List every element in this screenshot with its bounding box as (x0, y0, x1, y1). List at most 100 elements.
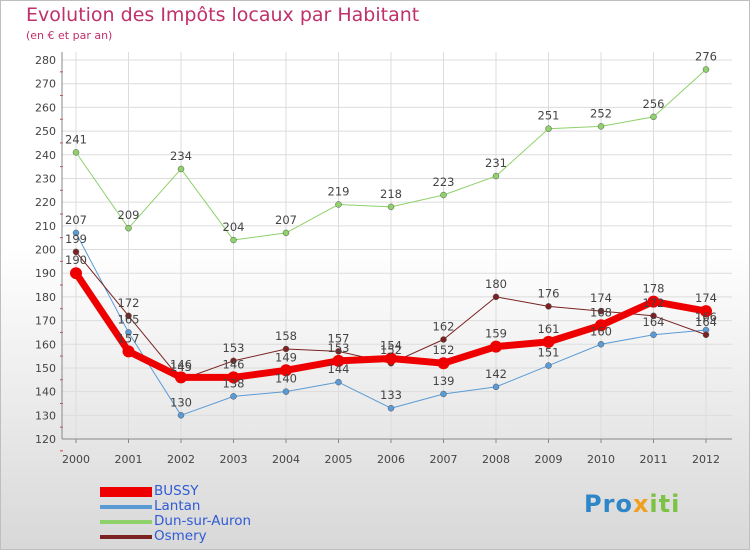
data-label-dun-sur-auron: 231 (485, 156, 507, 170)
data-point-lantan (335, 378, 342, 386)
logo-letter: o (615, 490, 633, 518)
data-point-bussy (542, 335, 555, 348)
legend-swatch-lantan (100, 505, 152, 509)
proxiti-logo: Proxiti (584, 490, 680, 518)
data-label-osmery: 158 (275, 329, 297, 343)
y-tick-label: 230 (35, 172, 56, 185)
data-label-lantan: 165 (118, 312, 140, 326)
data-label-osmery: 153 (223, 341, 245, 355)
logo-letter: P (584, 490, 603, 518)
data-label-lantan: 160 (590, 324, 612, 338)
data-label-osmery: 162 (433, 320, 455, 334)
data-label-lantan: 207 (65, 213, 87, 227)
data-point-dun-sur-auron (230, 236, 237, 244)
data-label-bussy: 146 (223, 357, 245, 371)
data-point-dun-sur-auron (650, 113, 657, 121)
data-point-osmery (282, 345, 290, 353)
legend-item-osmery: Osmery (100, 529, 420, 544)
data-point-osmery (230, 357, 237, 365)
data-point-lantan (387, 404, 395, 412)
data-label-bussy: 168 (590, 305, 612, 319)
data-point-lantan (597, 341, 605, 348)
plot-area (62, 52, 732, 439)
data-label-dun-sur-auron: 234 (170, 149, 192, 163)
data-label-lantan: 130 (170, 395, 192, 409)
x-tick-label: 2001 (115, 453, 143, 466)
data-point-lantan (72, 229, 80, 237)
x-tick-label: 2005 (325, 453, 353, 466)
data-label-osmery: 176 (538, 286, 560, 300)
legend-label-dun-sur-auron: Dun-sur-Auron (154, 513, 252, 529)
data-point-osmery (72, 248, 80, 256)
x-tick-label: 2004 (272, 453, 300, 466)
data-point-osmery (335, 348, 342, 355)
y-tick-label: 200 (35, 244, 56, 257)
data-label-osmery: 157 (328, 331, 350, 345)
data-point-dun-sur-auron (125, 224, 132, 232)
data-label-osmery: 164 (695, 315, 717, 329)
data-point-dun-sur-auron (545, 125, 552, 132)
data-label-bussy: 190 (65, 253, 87, 267)
y-tick-label: 180 (35, 291, 56, 304)
data-label-bussy: 146 (170, 357, 192, 371)
data-label-dun-sur-auron: 223 (433, 175, 455, 189)
data-label-lantan: 138 (223, 376, 245, 390)
x-tick-label: 2012 (692, 453, 720, 466)
x-tick-label: 2006 (377, 453, 405, 466)
x-tick-label: 2011 (640, 453, 668, 466)
data-label-osmery: 199 (65, 232, 87, 246)
y-tick-label: 220 (35, 196, 56, 209)
data-label-bussy: 159 (485, 327, 507, 341)
data-point-bussy (385, 352, 397, 365)
data-point-dun-sur-auron (492, 172, 500, 180)
data-label-dun-sur-auron: 219 (328, 184, 350, 198)
data-point-bussy (280, 364, 292, 377)
data-point-bussy (227, 371, 240, 384)
data-point-bussy (647, 295, 660, 308)
data-point-lantan (177, 412, 185, 419)
logo-letter: i (671, 490, 681, 518)
data-label-lantan: 166 (695, 310, 717, 324)
y-tick-label: 250 (35, 125, 56, 138)
page-subtitle: (en € et par an) (26, 29, 113, 42)
data-label-lantan: 142 (485, 367, 507, 381)
x-tick-label: 2010 (587, 453, 615, 466)
x-tick-label: 2008 (482, 453, 510, 466)
data-label-lantan: 140 (275, 372, 297, 386)
y-tick-label: 120 (35, 433, 56, 446)
data-point-bussy (490, 340, 502, 353)
data-label-bussy: 154 (380, 338, 402, 352)
data-label-lantan: 133 (380, 388, 402, 402)
data-label-dun-sur-auron: 218 (380, 187, 402, 201)
legend-swatch-bussy (100, 487, 152, 497)
data-point-bussy (437, 357, 450, 370)
y-tick-label: 160 (35, 338, 56, 351)
data-point-dun-sur-auron (597, 123, 605, 130)
data-point-dun-sur-auron (335, 201, 342, 208)
data-point-dun-sur-auron (177, 165, 185, 173)
data-label-dun-sur-auron: 256 (643, 97, 665, 111)
data-point-osmery (650, 312, 657, 320)
x-tick-label: 2007 (430, 453, 458, 466)
legend-item-bussy: BUSSY (100, 484, 420, 499)
logo-letter: t (658, 490, 672, 518)
x-tick-label: 2009 (535, 453, 563, 466)
y-tick-label: 170 (35, 315, 56, 328)
data-point-bussy (700, 305, 712, 318)
x-tick-label: 2000 (62, 453, 90, 466)
legend-item-dun-sur-auron: Dun-sur-Auron (100, 514, 420, 529)
data-point-lantan (545, 362, 552, 369)
y-tick-label: 280 (35, 54, 56, 67)
data-label-dun-sur-auron: 204 (223, 220, 245, 234)
y-tick-label: 260 (35, 101, 56, 114)
data-label-bussy: 152 (433, 343, 455, 357)
data-point-dun-sur-auron (440, 191, 447, 199)
data-label-osmery: 145 (170, 360, 192, 374)
data-label-dun-sur-auron: 209 (118, 208, 140, 222)
data-label-bussy: 161 (538, 322, 560, 336)
data-label-osmery: 172 (643, 296, 665, 310)
data-point-lantan (650, 331, 657, 339)
legend-item-lantan: Lantan (100, 499, 420, 514)
data-point-dun-sur-auron (282, 229, 290, 237)
data-label-lantan: 139 (433, 374, 455, 388)
